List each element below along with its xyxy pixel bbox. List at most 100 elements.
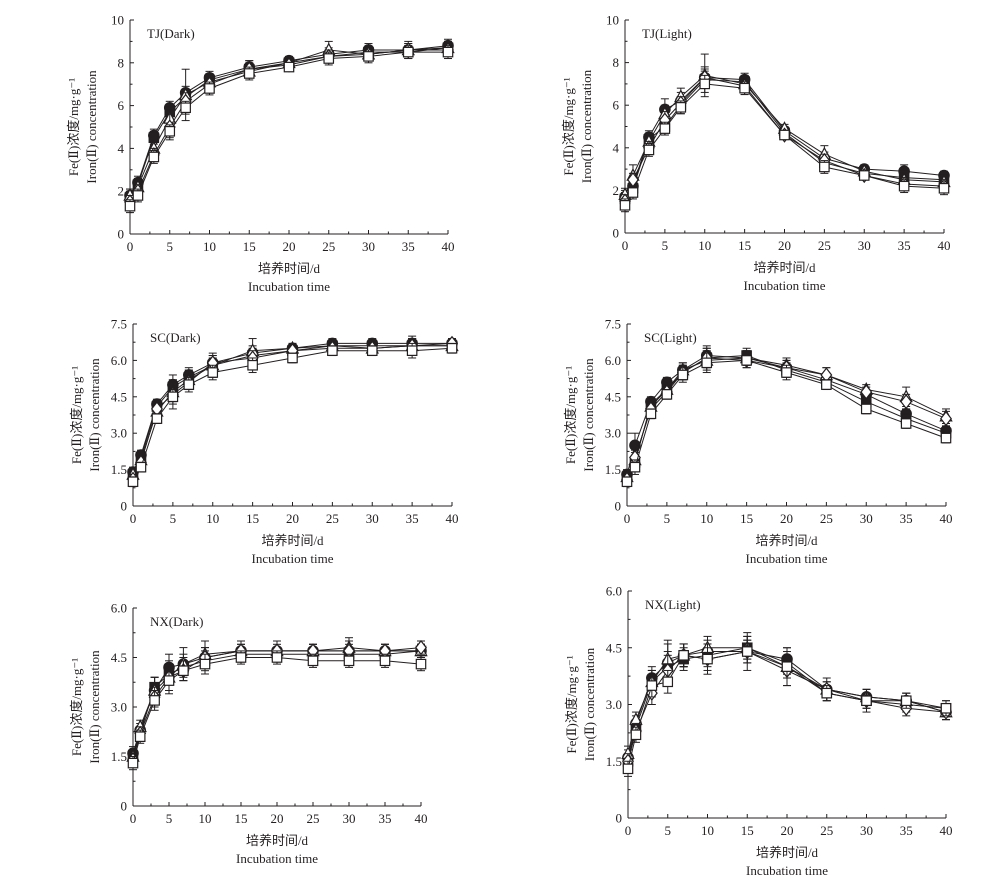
data-point [247, 359, 258, 371]
x-tick-label: 35 [900, 823, 913, 838]
x-tick-label: 15 [740, 511, 753, 526]
x-tick-label: 5 [664, 511, 671, 526]
y-tick-label: 2 [613, 183, 620, 198]
data-point [183, 379, 195, 390]
chart-title: NX(Light) [645, 597, 701, 612]
series-line [627, 650, 947, 769]
data-point [858, 170, 870, 181]
data-point [180, 102, 191, 114]
data-point [149, 695, 160, 706]
data-point [271, 652, 283, 663]
y-tick-label: 8 [613, 55, 620, 70]
y-tick-label: 7.5 [111, 317, 127, 332]
y-axis-label-en: Iron(Ⅱ) concentration [87, 650, 102, 764]
x-tick-label: 0 [130, 811, 137, 826]
y-tick-label: 4.5 [111, 650, 127, 665]
x-tick-label: 15 [243, 239, 256, 254]
x-tick-label: 20 [271, 811, 284, 826]
x-tick-label: 5 [662, 238, 669, 253]
y-tick-label: 10 [111, 13, 124, 28]
y-tick-label: 0 [613, 226, 620, 241]
y-tick-label: 8 [118, 55, 125, 70]
chart-panel-nx-light: 0 5 10 15 20 25 30 35 40 0 1.5 3.0 4.5 6.0 NX(Light) 培养… [564, 584, 953, 878]
data-point [327, 345, 338, 356]
x-tick-label: 20 [286, 511, 299, 526]
y-tick-label: 3.0 [606, 697, 622, 712]
x-tick-label: 10 [700, 511, 713, 526]
data-point [167, 391, 179, 403]
series-line [129, 51, 448, 207]
series-line [626, 359, 947, 482]
y-tick-label: 6.0 [111, 601, 127, 616]
y-tick-label: 4 [613, 140, 620, 155]
data-point [343, 655, 355, 667]
data-point [379, 655, 391, 667]
data-point [402, 46, 414, 58]
data-point [132, 190, 144, 201]
series-line [132, 657, 422, 764]
y-tick-label: 1.5 [605, 462, 621, 477]
x-axis-label-cn: 培养时间/d [753, 260, 816, 275]
y-axis-label-en: Iron(Ⅱ) concentration [581, 358, 596, 472]
data-point [199, 658, 211, 670]
series-line [624, 83, 945, 206]
x-tick-label: 40 [938, 238, 951, 253]
y-tick-label: 4.5 [605, 389, 621, 404]
data-point [779, 129, 790, 141]
series-open-square [621, 352, 952, 488]
y-tick-label: 6 [118, 98, 125, 113]
y-tick-label: 4.5 [111, 389, 127, 404]
y-tick-label: 6.0 [605, 353, 621, 368]
y-tick-label: 10 [606, 13, 619, 28]
chart-panel-sc-dark: 0 5 10 15 20 25 30 35 40 0 1.5 3.0 4.5 6.0 7.5 SC(Dark)… [69, 317, 459, 566]
series-line [132, 342, 453, 480]
x-tick-label: 15 [235, 811, 248, 826]
series-line [129, 47, 449, 198]
data-point [134, 731, 146, 742]
data-point [124, 200, 136, 212]
y-tick-label: 6 [613, 98, 620, 113]
data-point [940, 432, 952, 444]
y-axis-label-cn: Fe(Ⅱ)浓度/mg·g⁻¹ [561, 77, 576, 175]
data-point [127, 476, 139, 488]
data-point [701, 357, 713, 369]
data-point [940, 410, 952, 427]
x-tick-label: 15 [741, 823, 754, 838]
series-open-square [127, 342, 458, 488]
x-tick-label: 25 [820, 823, 833, 838]
x-tick-label: 15 [738, 238, 751, 253]
chart-panel-tj-dark: 0 5 10 15 20 25 30 35 40 0 2 4 6 8 10 TJ(Dark) 培养时间/d Inc… [66, 13, 455, 294]
x-axis-label-cn: 培养时间/d [258, 261, 321, 276]
data-point [678, 650, 689, 661]
x-tick-label: 40 [940, 511, 953, 526]
x-tick-label: 25 [322, 239, 335, 254]
data-point [781, 367, 792, 378]
x-tick-label: 10 [203, 239, 216, 254]
x-tick-label: 35 [402, 239, 415, 254]
data-point [677, 369, 689, 381]
data-point [741, 355, 752, 366]
data-point [630, 729, 642, 741]
x-tick-label: 40 [442, 239, 455, 254]
x-axis-label-en: Incubation time [744, 278, 826, 293]
x-tick-label: 25 [326, 511, 339, 526]
x-tick-label: 0 [127, 239, 134, 254]
x-tick-label: 20 [780, 511, 793, 526]
chart-title: TJ(Dark) [147, 26, 195, 41]
x-tick-label: 10 [698, 238, 711, 253]
x-tick-label: 0 [625, 823, 632, 838]
x-tick-label: 5 [170, 511, 177, 526]
data-point [675, 102, 687, 113]
x-tick-label: 30 [858, 238, 871, 253]
x-tick-label: 0 [622, 238, 629, 253]
data-point [900, 695, 912, 707]
series-open-square [622, 639, 952, 777]
data-point [739, 82, 750, 94]
data-point [148, 151, 160, 163]
data-point [646, 680, 658, 691]
y-tick-label: 0 [121, 499, 128, 514]
chart-title: SC(Dark) [150, 330, 201, 345]
x-axis-label-en: Incubation time [746, 551, 828, 566]
y-tick-label: 6.0 [606, 584, 622, 599]
